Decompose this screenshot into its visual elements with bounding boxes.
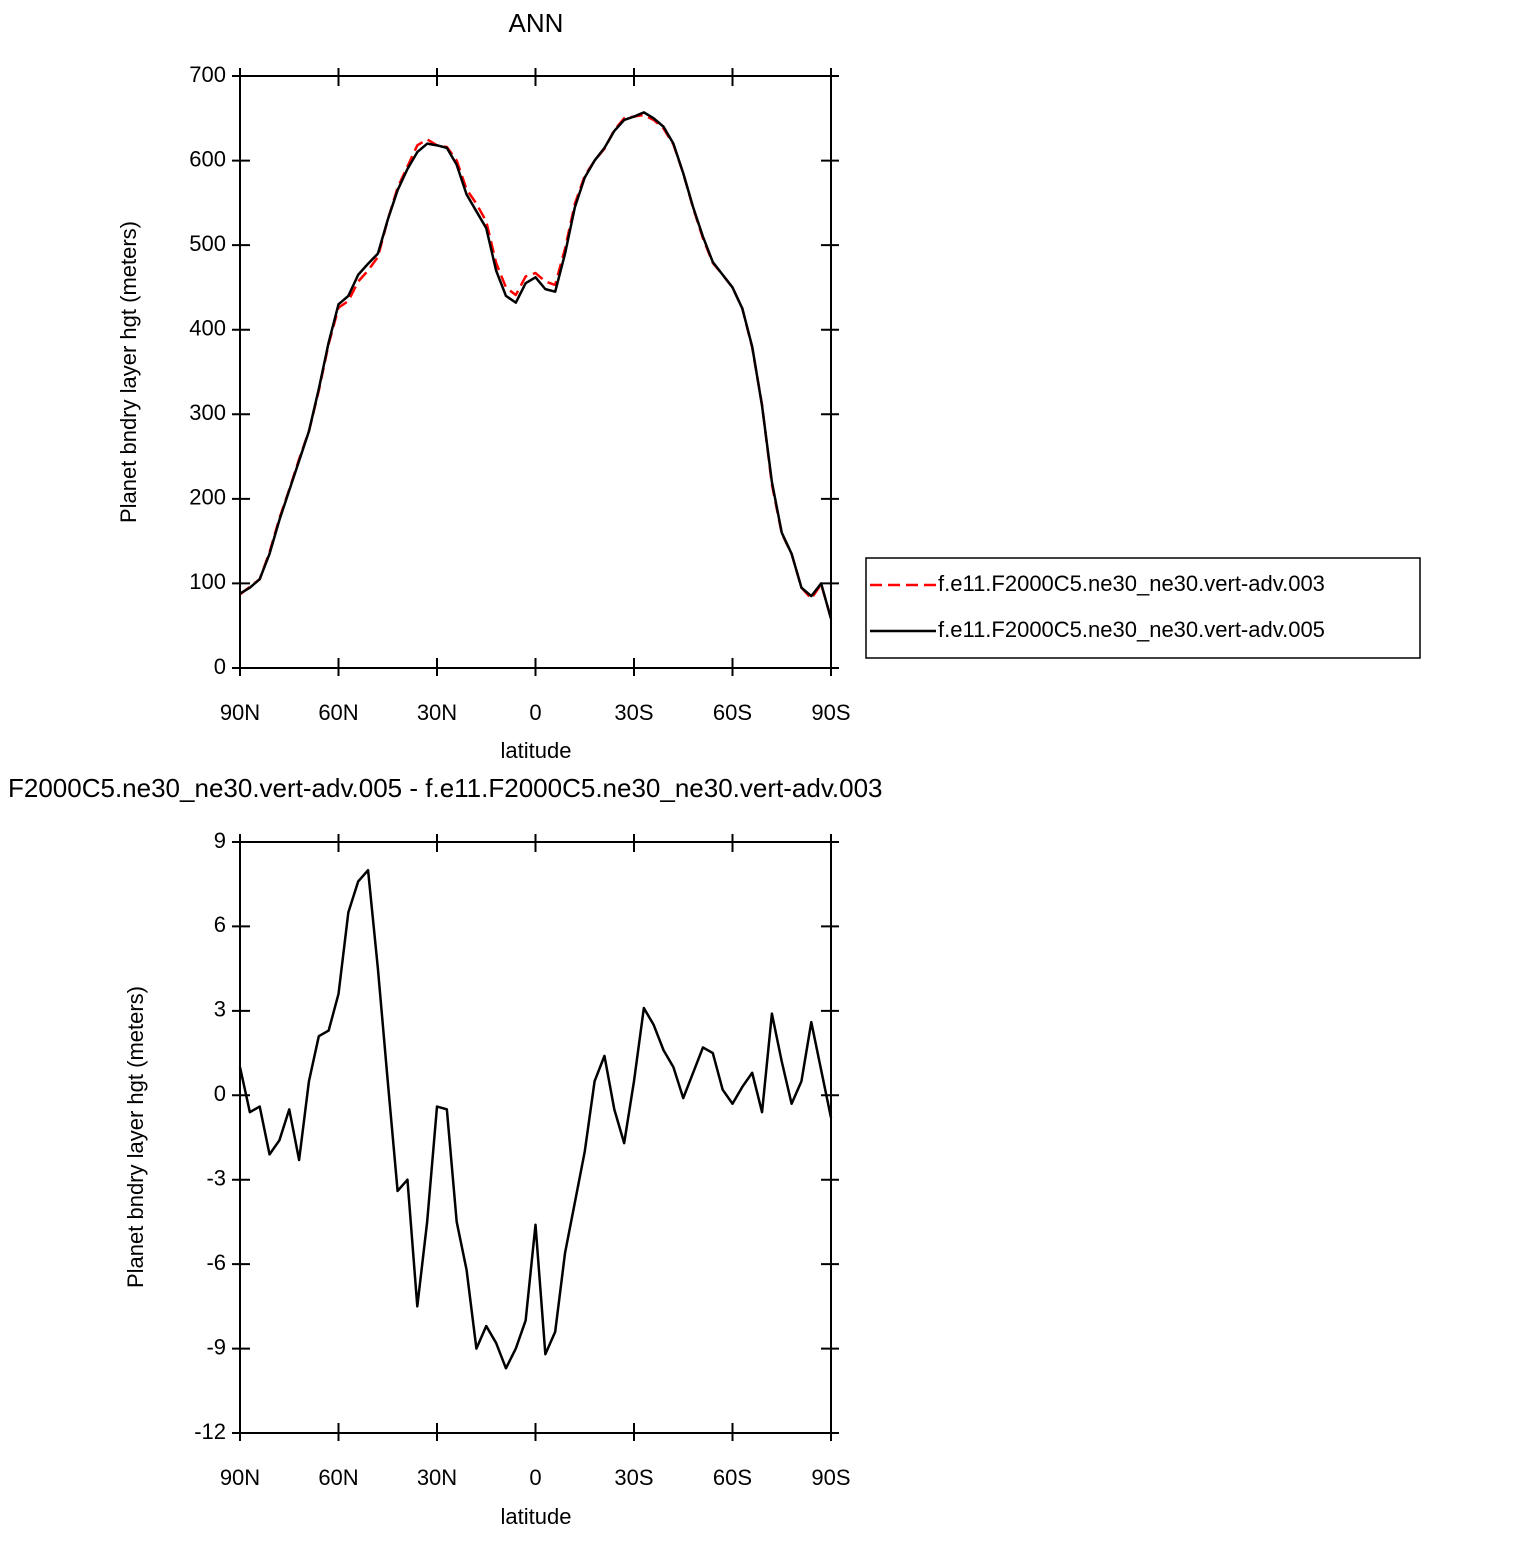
legend-label: f.e11.F2000C5.ne30_ne30.vert-adv.003: [938, 571, 1325, 596]
y-tick-label: -12: [194, 1419, 226, 1444]
y-tick-label: 600: [189, 146, 226, 171]
plot-frame: [239, 841, 832, 1434]
y-tick-label: -6: [206, 1250, 226, 1275]
x-tick-label: 0: [529, 1465, 541, 1490]
x-tick-label: 0: [529, 700, 541, 725]
y-tick-label: 6: [214, 912, 226, 937]
x-tick-label: 90N: [220, 1465, 260, 1490]
x-axis-label: latitude: [501, 738, 572, 763]
x-tick-label: 60S: [713, 1465, 752, 1490]
x-tick-label: 90S: [811, 1465, 850, 1490]
y-tick-label: 500: [189, 231, 226, 256]
y-tick-label: 9: [214, 828, 226, 853]
chart-title: F2000C5.ne30_ne30.vert-adv.005 - f.e11.F…: [8, 773, 883, 803]
y-axis-label: Planet bndry layer hgt (meters): [123, 986, 148, 1288]
y-tick-label: 400: [189, 316, 226, 341]
x-axis-label: latitude: [501, 1504, 572, 1529]
x-tick-label: 90S: [811, 700, 850, 725]
y-tick-label: 300: [189, 400, 226, 425]
x-tick-label: 30S: [614, 700, 653, 725]
y-tick-label: 200: [189, 485, 226, 510]
y-tick-label: -3: [206, 1166, 226, 1191]
x-tick-label: 90N: [220, 700, 260, 725]
x-tick-label: 30N: [417, 1465, 457, 1490]
data-line: [239, 111, 833, 620]
x-tick-label: 30S: [614, 1465, 653, 1490]
y-tick-label: 0: [214, 654, 226, 679]
x-tick-label: 60N: [318, 700, 358, 725]
y-tick-label: -9: [206, 1334, 226, 1359]
data-line: [238, 868, 833, 1370]
legend-label: f.e11.F2000C5.ne30_ne30.vert-adv.005: [938, 617, 1325, 642]
legend-box: [865, 557, 1421, 659]
y-tick-label: 100: [189, 569, 226, 594]
x-tick-label: 30N: [417, 700, 457, 725]
chart-title: ANN: [509, 8, 564, 38]
plot-frame: [239, 75, 832, 669]
x-tick-label: 60S: [713, 700, 752, 725]
y-tick-label: 700: [189, 62, 226, 87]
x-tick-label: 60N: [318, 1465, 358, 1490]
y-tick-label: 0: [214, 1081, 226, 1106]
data-line: [239, 113, 833, 619]
y-axis-label: Planet bndry layer hgt (meters): [116, 221, 141, 523]
y-tick-label: 3: [214, 997, 226, 1022]
